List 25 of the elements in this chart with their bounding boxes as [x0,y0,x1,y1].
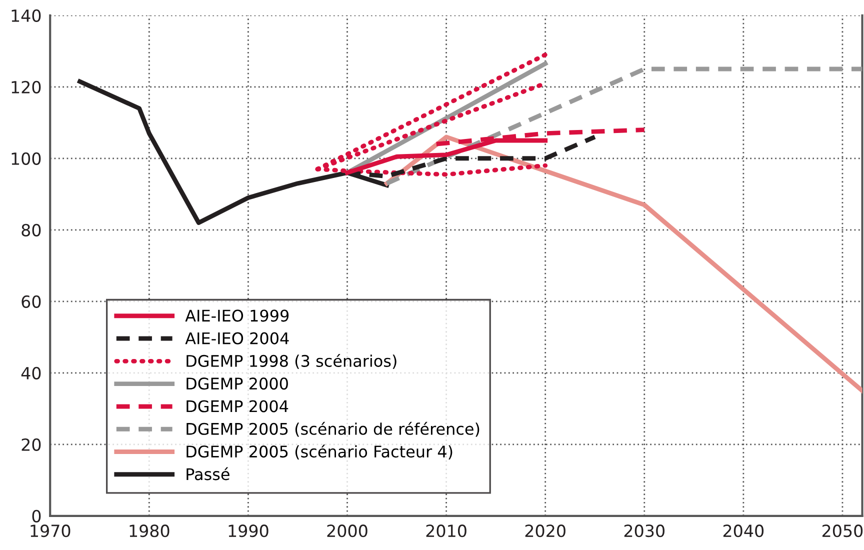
y-tick-label: 100 [12,152,41,165]
x-tick-label: 2020 [525,524,566,538]
x-tick-label: 2030 [624,524,664,538]
legend-label: DGEMP 2005 (scénario de référence) [186,422,480,437]
y-tick-label: 120 [12,80,41,94]
x-tick-label: 2050 [822,524,863,538]
y-tick-label: 20 [22,438,41,451]
x-tick-label: 2040 [723,524,764,538]
x-tick-label: 1980 [130,524,170,538]
legend-label: AIE-IEO 2004 [185,332,289,344]
legend-label: Passé [186,467,230,480]
y-tick-label: 140 [12,9,41,22]
legend-label: DGEMP 2000 [186,378,288,390]
y-tick-label: 80 [22,224,41,236]
x-tick-label: 2000 [327,524,368,538]
y-tick-label: 60 [22,295,41,308]
y-tick-label: 0 [32,510,41,522]
x-tick-label: 1990 [228,524,268,538]
y-tick-label: 40 [21,366,41,380]
legend-label: DGEMP 2004 [186,400,288,412]
legend-label: DGEMP 1998 (3 scénarios) [186,354,396,369]
legend-label: DGEMP 2005 (scénario Facteur 4) [186,444,452,460]
x-tick-label: 2010 [426,524,466,538]
legend-label: AIE-IEO 1999 [185,310,289,322]
x-tick-label: 1970 [30,524,70,538]
